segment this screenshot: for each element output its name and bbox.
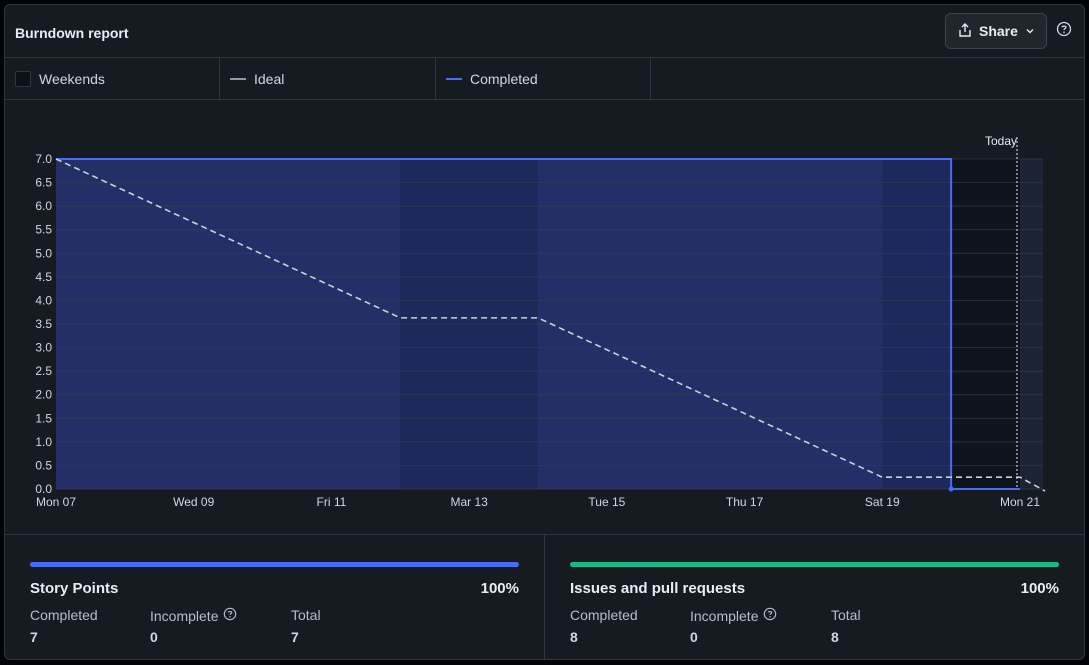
y-tick-label: 0.5	[35, 458, 52, 472]
legend-label: Ideal	[254, 70, 285, 87]
y-tick-label: 4.5	[35, 270, 52, 284]
incomplete-label-text: Incomplete	[150, 607, 219, 624]
legend-item-ideal[interactable]: Ideal	[220, 58, 436, 99]
upload-icon	[958, 22, 972, 40]
total-label: Total	[291, 607, 321, 623]
incomplete-label: Incomplete	[690, 607, 777, 624]
chevron-down-icon	[1025, 23, 1035, 39]
y-tick-label: 3.0	[35, 341, 52, 355]
chart-legend: Weekends Ideal Completed	[5, 58, 1084, 100]
total-value: 8	[831, 629, 839, 645]
incomplete-value: 0	[150, 629, 158, 645]
legend-label: Completed	[470, 70, 538, 87]
ideal-swatch	[230, 77, 246, 80]
x-tick-label: Mon 21	[1000, 495, 1040, 509]
x-tick-label: Tue 15	[588, 495, 625, 509]
completed-label: Completed	[570, 607, 638, 623]
y-tick-label: 6.0	[35, 199, 52, 213]
stat-card-issues: Issues and pull requests 100% Completed …	[544, 535, 1084, 659]
stat-title: Story Points	[30, 580, 119, 597]
stat-card-story-points: Story Points 100% Completed Incomplete T…	[5, 535, 544, 659]
completed-swatch	[446, 77, 462, 80]
incomplete-label: Incomplete	[150, 607, 237, 624]
legend-item-weekends[interactable]: Weekends	[5, 58, 220, 99]
burndown-chart: 0.0 0.5 1.0 1.5 2.0 2.5 3.0 3.5 4.0 4.5 5.0 5.5 6.0 6…	[5, 100, 1084, 535]
page-title: Burndown report	[15, 25, 129, 41]
completed-value: 8	[570, 629, 578, 645]
x-tick-label: Thu 17	[726, 495, 764, 509]
legend-item-completed[interactable]: Completed	[436, 58, 651, 99]
stat-title: Issues and pull requests	[570, 580, 746, 597]
x-tick-label: Sat 19	[865, 495, 900, 509]
info-icon[interactable]	[223, 607, 237, 624]
report-header: Burndown report Share	[5, 5, 1084, 58]
legend-label: Weekends	[39, 70, 105, 87]
progress-track	[30, 562, 519, 567]
incomplete-value: 0	[690, 629, 698, 645]
today-label: Today	[985, 134, 1017, 148]
y-tick-label: 7.0	[35, 152, 52, 166]
chart-svg: 0.0 0.5 1.0 1.5 2.0 2.5 3.0 3.5 4.0 4.5 5.0 5.5 6.0 6…	[35, 134, 1046, 509]
y-tick-label: 1.5	[35, 411, 52, 425]
stat-percent: 100%	[480, 580, 519, 597]
completed-point	[948, 486, 954, 492]
x-tick-label: Mon 07	[36, 495, 76, 509]
completed-value: 7	[30, 629, 38, 645]
completed-line	[56, 158, 1020, 490]
y-tick-label: 1.0	[35, 435, 52, 449]
x-tick-label: Wed 09	[173, 495, 214, 509]
ideal-line	[55, 158, 1046, 492]
info-icon[interactable]	[763, 607, 777, 624]
incomplete-label-text: Incomplete	[690, 607, 759, 624]
stats-row: Story Points 100% Completed Incomplete T…	[5, 534, 1084, 659]
y-tick-label: 5.0	[35, 246, 52, 260]
completed-label: Completed	[30, 607, 98, 623]
progress-bar-fill	[570, 562, 1059, 567]
progress-track	[570, 562, 1059, 567]
y-tick-label: 5.5	[35, 223, 52, 237]
y-tick-label: 0.0	[35, 482, 52, 496]
total-label: Total	[831, 607, 861, 623]
weekend-swatch	[15, 70, 31, 87]
y-tick-label: 6.5	[35, 176, 52, 190]
y-tick-label: 4.0	[35, 293, 52, 307]
x-tick-label: Mar 13	[450, 495, 488, 509]
y-tick-label: 3.5	[35, 317, 52, 331]
question-icon[interactable]	[1056, 21, 1072, 42]
stat-percent: 100%	[1020, 580, 1059, 597]
share-button[interactable]: Share	[945, 13, 1047, 49]
progress-bar-fill	[30, 562, 519, 567]
x-tick-label: Fri 11	[317, 495, 347, 509]
y-tick-label: 2.0	[35, 388, 52, 402]
total-value: 7	[291, 629, 299, 645]
y-tick-label: 2.5	[35, 364, 52, 378]
burndown-panel: Burndown report Share	[4, 4, 1085, 660]
share-label: Share	[979, 23, 1018, 39]
